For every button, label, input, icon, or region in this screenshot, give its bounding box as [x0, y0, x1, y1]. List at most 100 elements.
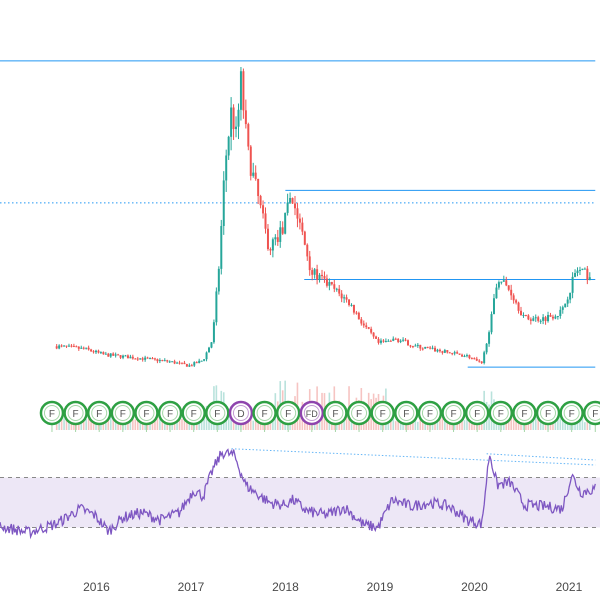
volume-bar	[227, 409, 230, 430]
event-label-16: F	[427, 409, 433, 420]
volume-bar	[421, 418, 424, 430]
volume-bar	[156, 409, 159, 430]
volume-bar	[537, 416, 540, 430]
volume-bar	[80, 419, 83, 430]
candle-body	[225, 155, 228, 181]
candle-body	[141, 358, 144, 360]
candle-body	[527, 315, 530, 320]
volume-bar	[132, 413, 134, 430]
candle-body	[200, 360, 203, 362]
candle-body	[377, 338, 380, 343]
candle-body	[183, 362, 186, 365]
volume-bar	[392, 417, 395, 430]
candle-body	[520, 310, 523, 316]
candle-body	[151, 358, 154, 360]
candle-body	[293, 203, 296, 209]
candle-body	[372, 332, 375, 337]
volume-bar	[581, 417, 584, 430]
event-label-23: F	[592, 409, 598, 420]
candle-body	[63, 345, 66, 347]
candle-body	[515, 300, 518, 303]
candle-body	[303, 231, 306, 245]
event-marker-ring	[209, 405, 226, 421]
candle-body	[176, 362, 179, 364]
volume-bar	[161, 418, 164, 430]
candle-body	[122, 355, 125, 358]
candle-body	[313, 269, 316, 275]
volume-bar	[181, 418, 183, 430]
event-label-5: F	[167, 409, 173, 420]
candle-body	[205, 352, 208, 360]
candle-body	[446, 350, 449, 353]
event-label-1: F	[73, 409, 79, 420]
event-marker-ring	[587, 405, 600, 421]
volume-bar	[515, 419, 517, 430]
volume-bar	[299, 418, 301, 430]
candle-body	[416, 344, 419, 346]
candle-body	[399, 340, 402, 342]
x-tick-label-1: 2017	[178, 580, 205, 594]
volume-bar	[409, 420, 412, 430]
candle-body	[483, 352, 486, 364]
candle-body	[365, 325, 368, 328]
volume-bar	[90, 416, 92, 430]
candle-body	[114, 354, 117, 356]
candle-body	[259, 196, 262, 206]
volume-bar	[564, 418, 567, 430]
volume-bar	[554, 417, 557, 430]
candle-body	[185, 364, 188, 367]
candle-body	[539, 320, 542, 322]
candle-body	[574, 273, 577, 277]
candle-body	[301, 222, 304, 232]
volume-bar	[100, 420, 102, 430]
event-label-18: F	[474, 409, 480, 420]
volume-bar	[441, 417, 444, 430]
candle-body	[556, 316, 559, 318]
volume-bar	[159, 418, 161, 430]
candle-body	[537, 317, 540, 321]
candle-body	[352, 304, 355, 313]
candle-body	[296, 208, 299, 219]
candle-body	[136, 358, 139, 360]
candle-body	[581, 268, 584, 270]
volume-bar	[350, 416, 353, 430]
event-marker-ring	[114, 405, 131, 421]
candle-body	[286, 202, 289, 213]
candle-body	[456, 352, 459, 354]
volume-bar	[552, 418, 554, 430]
candle-body	[126, 355, 129, 359]
event-marker-ring	[469, 405, 486, 421]
candle-body	[583, 268, 586, 270]
candle-body	[82, 347, 85, 349]
volume-bar	[136, 415, 139, 430]
volume-bar	[557, 418, 559, 430]
candle-body	[77, 346, 80, 349]
volume-bar	[530, 420, 532, 430]
candle-body	[382, 340, 385, 342]
candle-body	[588, 277, 591, 281]
volume-bar	[534, 416, 537, 430]
event-marker-ring	[492, 405, 509, 421]
candle-body	[119, 355, 122, 358]
candle-body	[453, 352, 456, 354]
candle-body	[407, 340, 409, 346]
candle-body	[434, 347, 437, 352]
candle-body	[502, 280, 505, 282]
volume-bar	[154, 418, 156, 430]
candle-body	[517, 302, 520, 311]
candle-body	[335, 288, 338, 290]
candle-body	[281, 227, 284, 234]
candle-body	[289, 198, 292, 203]
volume-bar	[151, 418, 154, 430]
volume-bar	[87, 418, 90, 430]
candle-body	[465, 355, 468, 357]
volume-bar	[561, 417, 564, 430]
candle-body	[564, 303, 567, 308]
candle-body	[463, 355, 466, 357]
candle-body	[97, 350, 100, 353]
volume-bar	[92, 419, 95, 430]
candle-body	[276, 237, 279, 242]
volume-bar	[73, 420, 75, 430]
candle-body	[161, 360, 164, 362]
event-marker-ring	[162, 405, 179, 421]
